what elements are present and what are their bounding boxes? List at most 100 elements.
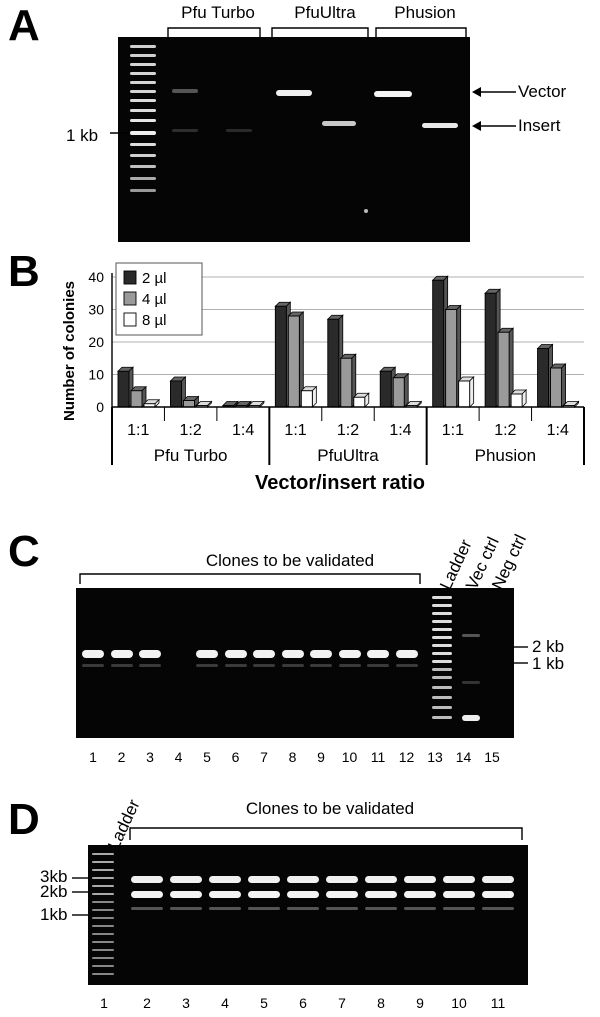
ladder-band (432, 706, 452, 709)
ladder-band (432, 716, 452, 719)
x-tick-label: 1:2 (180, 422, 202, 439)
x-tick-label: 1:1 (442, 422, 464, 439)
enzyme-label-phusion: Phusion (394, 3, 456, 22)
insert-label: Insert (518, 116, 561, 135)
bar (130, 390, 143, 408)
ladder-band (432, 652, 452, 655)
legend-label: 8 µl (142, 312, 167, 329)
lane-number: 4 (221, 995, 229, 1011)
ladder-band (92, 885, 114, 887)
bar (445, 309, 458, 408)
clone-faint-band (139, 664, 161, 667)
ladder-band (432, 596, 452, 599)
ladder-band (92, 973, 114, 975)
legend-swatch (123, 291, 137, 306)
ladder-band (432, 660, 452, 663)
panel-d-bracket (129, 827, 523, 840)
lane-number: 5 (203, 749, 211, 765)
clone-faint-band (287, 907, 319, 910)
bar (169, 380, 182, 408)
clone-band-upper (209, 876, 241, 883)
ladder-band (92, 909, 114, 911)
lane-number: 7 (260, 749, 268, 765)
group-label: Pfu Turbo (154, 446, 228, 465)
panel-d-bracket-label: Clones to be validated (245, 799, 415, 818)
clone-band (224, 650, 247, 658)
enzyme-label-pfuultra: PfuUltra (294, 3, 356, 22)
lane-number: 11 (370, 749, 386, 765)
bar (274, 305, 287, 408)
clone-band (281, 650, 304, 658)
ladder-band (92, 861, 114, 863)
panel-d-marker-2kb: 2kb (40, 882, 68, 901)
clone-band (367, 650, 389, 658)
ladder-band (432, 686, 452, 689)
group-label: PfuUltra (317, 446, 379, 465)
bar (537, 348, 550, 408)
lane-number: 2 (143, 995, 151, 1011)
gel-c (76, 588, 514, 738)
clone-band-upper (287, 876, 319, 883)
clone-faint-band (365, 907, 397, 910)
clone-band-lower (248, 891, 280, 898)
y-tick-label: 40 (88, 269, 104, 285)
ladder-band (92, 917, 114, 919)
chart-x-label: Vector/insert ratio (255, 472, 425, 494)
x-tick-label: 1:2 (494, 422, 516, 439)
clone-faint-band (367, 664, 389, 667)
vec-ctrl-band (462, 715, 480, 721)
bar (379, 370, 392, 408)
clone-faint-band (310, 664, 332, 667)
panel-c-bracket-label: Clones to be validated (205, 551, 375, 570)
lane-number: 14 (455, 749, 472, 765)
ladder-band (92, 901, 114, 903)
lane-number: 11 (490, 995, 506, 1011)
ladder-band (92, 957, 114, 959)
bar (353, 396, 366, 408)
ladder-band (432, 676, 452, 679)
lane-number: 10 (451, 995, 467, 1011)
clone-band-lower (482, 891, 514, 898)
enzyme-brackets (167, 27, 467, 40)
lane-number: 2 (117, 749, 126, 765)
clone-band-lower (404, 891, 436, 898)
ladder-band (432, 636, 452, 639)
lane-number: 9 (416, 995, 424, 1011)
lane-number: 1 (89, 749, 97, 765)
clone-band-lower (443, 891, 475, 898)
clone-faint-band (110, 664, 133, 667)
clone-band-lower (365, 891, 397, 898)
lane-number: 4 (174, 749, 183, 765)
lane-number: 15 (484, 749, 500, 765)
bar (340, 357, 353, 408)
ladder-band (92, 893, 114, 895)
clone-faint-band (82, 664, 104, 667)
lane-number: 5 (260, 995, 268, 1011)
y-tick-label: 20 (88, 334, 104, 350)
clone-band (196, 650, 218, 658)
lane-number: 10 (341, 749, 358, 765)
clone-band (110, 650, 133, 658)
clone-faint-band (443, 907, 475, 910)
clone-band-upper (170, 876, 202, 883)
panel-c-lane-numbers: 1 2 3 4 5 6 7 8 9 10 11 12 13 14 15 (0, 750, 600, 766)
bar (117, 370, 130, 408)
ladder-band (92, 965, 114, 967)
x-tick-label: 1:2 (337, 422, 359, 439)
chart-legend: 2 µl 4 µl 8 µl (115, 262, 203, 336)
bar-side (403, 372, 409, 408)
y-tick-label: 0 (96, 399, 104, 415)
y-tick-label: 10 (88, 367, 104, 383)
bar (484, 292, 497, 408)
clone-band (253, 650, 275, 658)
group-label: Phusion (475, 446, 536, 465)
ladder-band (92, 853, 114, 855)
panel-d-marker-3kb: 3kb (40, 867, 68, 886)
ladder-band (432, 628, 452, 631)
vec-ctrl-faint-band (462, 634, 480, 637)
bar (300, 390, 313, 408)
x-tick-label: 1:4 (389, 422, 411, 439)
panel-c-marker-1kb: 1 kb (532, 654, 565, 673)
